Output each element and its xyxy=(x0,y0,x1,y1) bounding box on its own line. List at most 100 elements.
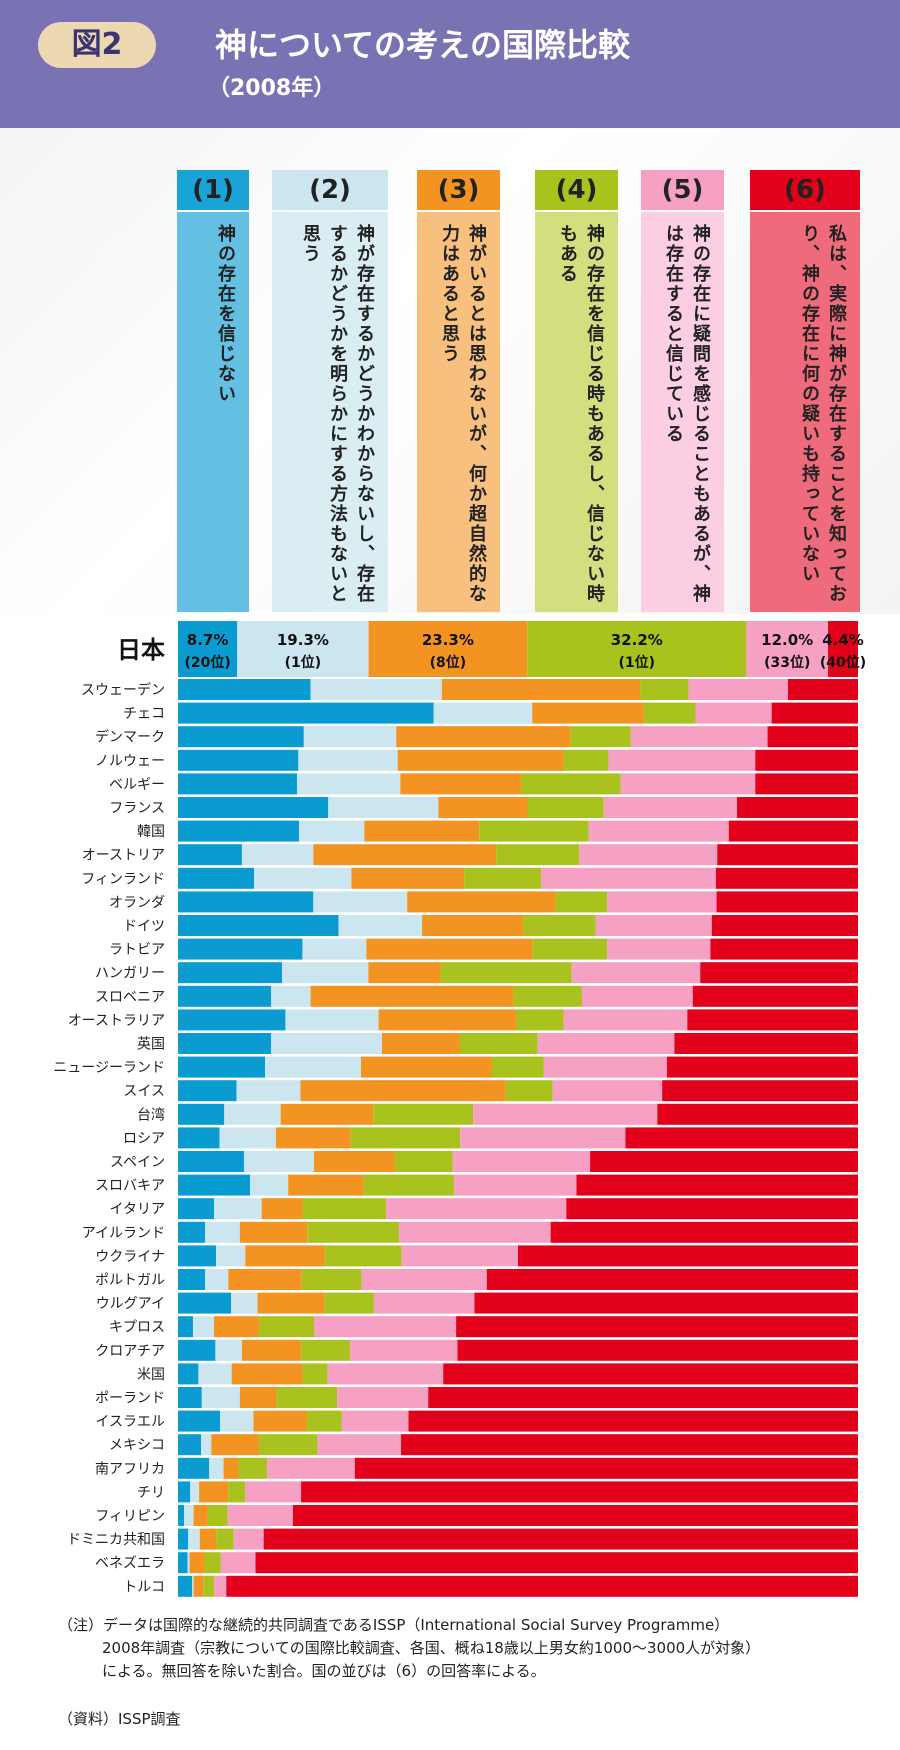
bar-segment-3 xyxy=(261,1198,303,1220)
bar-segment-1 xyxy=(178,797,329,818)
bar-segment-3 xyxy=(214,1316,259,1338)
japan-segment-2 xyxy=(237,621,369,677)
bar-segment-4 xyxy=(505,1080,553,1102)
bar-segment-2 xyxy=(209,1457,224,1479)
bar-segment-4 xyxy=(491,1056,544,1078)
bar-segment-2 xyxy=(241,844,314,866)
bar-segment-1 xyxy=(178,1221,206,1243)
bar-segment-3 xyxy=(314,1151,395,1172)
bar-segment-4 xyxy=(373,1103,474,1125)
bar-segment-5 xyxy=(695,702,772,724)
country-label: ロシア xyxy=(123,1131,165,1147)
bar-segment-3 xyxy=(382,1033,460,1054)
bar-segment-6 xyxy=(566,1198,858,1220)
japan-rank-label-2: (1位) xyxy=(285,654,322,671)
bar-segment-4 xyxy=(228,1481,246,1503)
bar-segment-6 xyxy=(457,1339,858,1361)
bar-segment-3 xyxy=(422,915,524,936)
bar-segment-3 xyxy=(288,1174,364,1196)
bar-segment-4 xyxy=(363,1174,455,1196)
bar-segment-4 xyxy=(532,938,608,960)
bar-segment-2 xyxy=(192,1316,215,1338)
bar-segment-5 xyxy=(401,1245,518,1267)
bar-segment-5 xyxy=(214,1575,227,1597)
bar-segment-4 xyxy=(521,773,621,795)
bar-segment-3 xyxy=(228,1269,302,1290)
bar-segment-6 xyxy=(301,1481,859,1503)
bar-segment-3 xyxy=(360,1056,492,1078)
bar-segment-4 xyxy=(276,1387,338,1408)
japan-segment-6 xyxy=(828,621,858,677)
category-text-3: 神がいるとは思わないが、何か超自然的な力はあると思う xyxy=(439,224,487,604)
category-header-4: (4) xyxy=(535,170,618,210)
bar-segment-3 xyxy=(241,1339,302,1361)
country-label: キプロス xyxy=(109,1320,165,1336)
country-label: ウクライナ xyxy=(95,1249,165,1265)
bar-segment-2 xyxy=(243,1151,314,1172)
country-label: ラトビア xyxy=(109,942,165,958)
bar-segment-4 xyxy=(515,1009,564,1031)
bar-segment-1 xyxy=(178,1481,191,1503)
category-box-6: 私は、実際に神が存在することを知っており、神の存在に何の疑いも持っていない xyxy=(750,212,860,612)
bar-segment-6 xyxy=(716,891,858,913)
bar-segment-5 xyxy=(350,1339,458,1361)
bar-segment-5 xyxy=(317,1434,402,1456)
bar-segment-3 xyxy=(245,1245,325,1267)
country-label: チェコ xyxy=(123,706,165,722)
bar-segment-5 xyxy=(454,1174,577,1196)
country-label: オーストリア xyxy=(82,848,165,864)
bar-segment-3 xyxy=(223,1457,239,1479)
bar-segment-3 xyxy=(368,962,441,984)
note-line-2: 2008年調査（宗教についての国際比較調査、各国、概ね18歳以上男女約1000〜… xyxy=(102,1639,761,1657)
bar-segment-2 xyxy=(328,797,439,818)
bar-segment-6 xyxy=(518,1245,858,1267)
bar-segment-2 xyxy=(298,749,398,771)
bar-segment-5 xyxy=(460,1127,626,1149)
bar-segment-6 xyxy=(771,702,858,724)
japan-value-label-2: 19.3% xyxy=(277,631,329,649)
bar-segment-1 xyxy=(178,1056,266,1078)
country-label: 英国 xyxy=(137,1036,165,1053)
bar-segment-5 xyxy=(607,891,717,913)
bar-segment-1 xyxy=(178,1363,199,1385)
bar-segment-4 xyxy=(440,962,572,984)
bar-segment-4 xyxy=(302,1198,387,1220)
bar-segment-2 xyxy=(299,820,365,842)
country-label: フィリピン xyxy=(95,1509,165,1525)
japan-rank-label-4: (1位) xyxy=(619,654,656,671)
bar-segment-5 xyxy=(595,915,712,936)
stacked-bar-chart: 日本 8.7% (20位) 19.3% (1位) 23.3% (8位) 32.2% (1位) 12… xyxy=(53,621,866,1597)
category-box-4: 神の存在を信じる時もあるし、信じない時もある xyxy=(535,212,618,612)
bar-segment-5 xyxy=(233,1528,264,1550)
bar-segment-1 xyxy=(178,1457,210,1479)
chart-subtitle: （2008年） xyxy=(208,76,336,101)
bar-segment-1 xyxy=(178,1174,251,1196)
country-label: 台湾 xyxy=(137,1106,165,1123)
chart-title: 神についての考えの国際比較 xyxy=(215,26,631,64)
bar-segment-1 xyxy=(178,844,242,866)
bar-segment-2 xyxy=(271,985,311,1007)
bar-segment-1 xyxy=(178,1151,244,1172)
bar-segment-4 xyxy=(394,1151,453,1172)
country-label: オーストラリア xyxy=(68,1013,165,1029)
bar-segment-5 xyxy=(473,1103,658,1125)
country-label: トルコ xyxy=(123,1579,165,1595)
bar-segment-2 xyxy=(302,938,367,960)
bar-segment-2 xyxy=(224,1103,281,1125)
country-label: ノルウェー xyxy=(95,753,165,769)
category-text-1: 神の存在を信じない xyxy=(215,224,236,404)
country-label: スロバキア xyxy=(95,1178,165,1194)
bar-segment-3 xyxy=(351,867,465,889)
bar-segment-1 xyxy=(178,773,297,795)
bar-segment-2 xyxy=(215,1339,242,1361)
bar-segment-3 xyxy=(313,844,497,866)
bar-segment-4 xyxy=(306,1410,342,1432)
bar-segment-5 xyxy=(630,726,768,748)
bar-segment-3 xyxy=(407,891,556,913)
bar-segment-2 xyxy=(297,773,401,795)
bar-segment-4 xyxy=(527,797,604,818)
bar-segment-5 xyxy=(552,1080,663,1102)
bar-segment-6 xyxy=(674,1033,858,1054)
bar-segment-6 xyxy=(443,1363,858,1385)
bar-segment-3 xyxy=(280,1103,374,1125)
